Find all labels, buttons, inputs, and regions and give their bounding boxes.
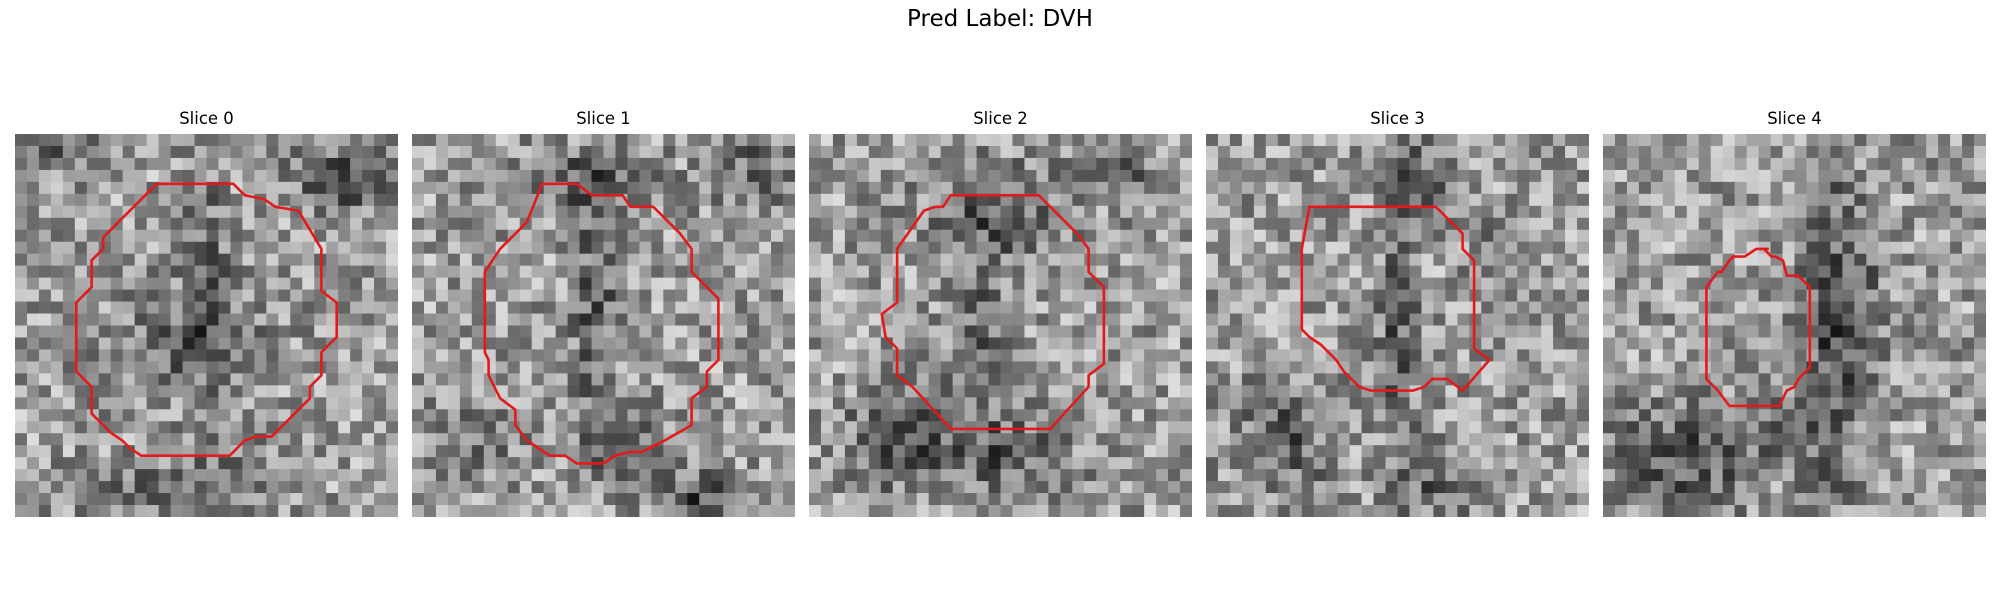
slice-title: Slice 4 <box>1767 109 1822 128</box>
segmentation-contour <box>483 182 720 465</box>
slice-image <box>412 134 795 517</box>
slice-title: Slice 1 <box>576 109 631 128</box>
segmentation-contour <box>1300 205 1491 392</box>
pixel-grid <box>15 134 398 517</box>
segmentation-contour <box>74 182 339 458</box>
slice-image <box>1206 134 1589 517</box>
slice-svg <box>1206 134 1589 517</box>
figure-title: Pred Label: DVH <box>907 6 1093 32</box>
slice-svg <box>412 134 795 517</box>
segmentation-contour <box>1705 247 1812 408</box>
slice-title: Slice 0 <box>179 109 234 128</box>
slice-svg <box>1603 134 1986 517</box>
pixel-grid <box>1206 134 1589 517</box>
slice-title: Slice 2 <box>973 109 1028 128</box>
slice-title: Slice 3 <box>1370 109 1425 128</box>
slice-image <box>15 134 398 517</box>
slice-svg <box>809 134 1192 517</box>
pixel-grid <box>412 134 795 517</box>
slice-svg <box>15 134 398 517</box>
segmentation-contour <box>880 193 1106 431</box>
pixel-grid <box>809 134 1192 517</box>
slice-image <box>1603 134 1986 517</box>
slice-image <box>809 134 1192 517</box>
pixel-grid <box>1603 134 1986 517</box>
